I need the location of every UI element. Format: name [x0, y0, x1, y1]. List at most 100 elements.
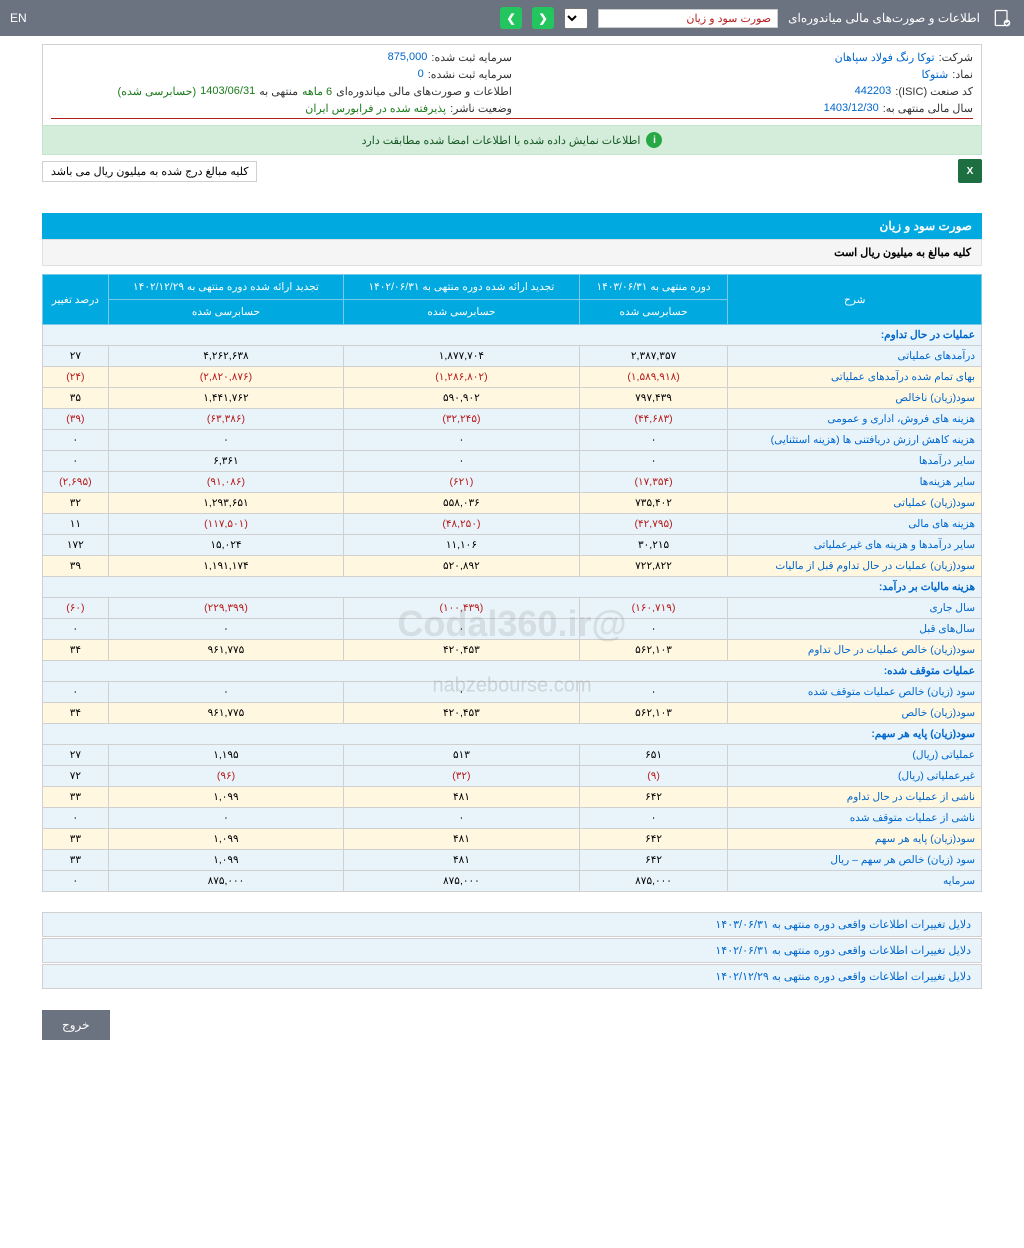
row-value: ۳۳ [43, 850, 109, 871]
row-value: ۷۹۷,۴۳۹ [579, 388, 728, 409]
row-value: ۴۸۱ [344, 829, 579, 850]
reason-row[interactable]: دلایل تغییرات اطلاعات واقعی دوره منتهی ب… [42, 938, 982, 963]
row-value: ۰ [43, 430, 109, 451]
signature-alert: i اطلاعات نمایش داده شده با اطلاعات امضا… [42, 125, 982, 155]
row-desc: هزینه کاهش ارزش دریافتنی ها (هزینه استثن… [728, 430, 982, 451]
row-value: ۶۴۲ [579, 787, 728, 808]
row-value: (۶۰) [43, 598, 109, 619]
row-value: (۴۸,۲۵۰) [344, 514, 579, 535]
row-value: ۳۵ [43, 388, 109, 409]
row-value: ۱,۱۹۱,۱۷۴ [108, 556, 343, 577]
report-type-label: اطلاعات و صورت‌های مالی میاندوره‌ای [336, 85, 512, 98]
row-value: ۶,۳۶۱ [108, 451, 343, 472]
row-desc: سال جاری [728, 598, 982, 619]
section-header-cell: سود(زیان) پایه هر سهم: [43, 724, 982, 745]
row-value: ۰ [43, 682, 109, 703]
row-value: (۳۲) [344, 766, 579, 787]
row-value: ۶۴۲ [579, 829, 728, 850]
company-label: شرکت: [939, 51, 973, 64]
row-desc: غیرعملیاتی (ریال) [728, 766, 982, 787]
row-value: ۴۸۱ [344, 787, 579, 808]
publisher-status: پذیرفته شده در فرابورس ایران [305, 102, 446, 115]
row-value: ۸۷۵,۰۰۰ [344, 871, 579, 892]
excel-export-icon[interactable]: X [958, 159, 982, 183]
period-end-label: منتهی به [259, 85, 298, 98]
period-select[interactable] [564, 8, 588, 29]
capital-reg-label: سرمایه ثبت شده: [431, 51, 512, 64]
row-value: (۲۴) [43, 367, 109, 388]
isic-label: کد صنعت (ISIC): [895, 85, 973, 98]
row-value: ۵۱۳ [344, 745, 579, 766]
capital-reg: 875,000 [388, 51, 428, 64]
row-value: (۲,۶۹۵) [43, 472, 109, 493]
report-period: 6 ماهه [302, 85, 332, 98]
capital-unreg-label: سرمایه ثبت نشده: [428, 68, 512, 81]
row-value: ۰ [108, 808, 343, 829]
col-desc: شرح [728, 275, 982, 325]
row-value: ۰ [43, 808, 109, 829]
row-value: ۶۴۲ [579, 850, 728, 871]
row-value: ۲۷ [43, 745, 109, 766]
row-value: ۳۳ [43, 787, 109, 808]
row-desc: سود(زیان) خالص [728, 703, 982, 724]
col-sub1: حسابرسی شده [579, 300, 728, 325]
row-value: ۵۶۲,۱۰۳ [579, 703, 728, 724]
row-value: ۱,۱۹۵ [108, 745, 343, 766]
row-value: (۲,۸۲۰,۸۷۶) [108, 367, 343, 388]
col-sub3: حسابرسی شده [108, 300, 343, 325]
row-desc: سود(زیان) پایه هر سهم [728, 829, 982, 850]
col-period1: دوره منتهی به ۱۴۰۳/۰۶/۳۱ [579, 275, 728, 300]
row-value: ۹۶۱,۷۷۵ [108, 703, 343, 724]
period-end-date: 1403/06/31 [200, 85, 255, 98]
row-value: (۶۳,۳۸۶) [108, 409, 343, 430]
row-value: ۰ [344, 682, 579, 703]
reason-row[interactable]: دلایل تغییرات اطلاعات واقعی دوره منتهی ب… [42, 964, 982, 989]
row-value: ۷۲ [43, 766, 109, 787]
nav-prev-button[interactable]: ❮ [532, 7, 554, 29]
row-value: (۱۶۰,۷۱۹) [579, 598, 728, 619]
row-value: ۰ [43, 451, 109, 472]
company-info-panel: شرکت: توکا رنگ فولاد سپاهان سرمایه ثبت ش… [42, 44, 982, 126]
row-value: ۰ [108, 682, 343, 703]
row-value: ۰ [43, 619, 109, 640]
row-value: ۱,۰۹۹ [108, 850, 343, 871]
row-value: (۱۷,۳۵۴) [579, 472, 728, 493]
row-value: (۳۹) [43, 409, 109, 430]
company-name[interactable]: توکا رنگ فولاد سپاهان [835, 51, 935, 64]
row-value: ۰ [579, 682, 728, 703]
row-value: ۰ [579, 619, 728, 640]
row-value: ۰ [43, 871, 109, 892]
report-dropdown[interactable]: صورت سود و زیان [598, 9, 778, 28]
row-value: ۰ [344, 808, 579, 829]
row-value: (۱,۲۸۶,۸۰۲) [344, 367, 579, 388]
info-icon: i [646, 132, 662, 148]
row-desc: سرمایه [728, 871, 982, 892]
audited-note: (حسابرسی شده) [118, 85, 197, 98]
exit-button[interactable]: خروج [42, 1010, 110, 1040]
row-desc: عملیاتی (ریال) [728, 745, 982, 766]
symbol[interactable]: شتوکا [921, 68, 948, 81]
col-period2: تجدید ارائه شده دوره منتهی به ۱۴۰۲/۰۶/۳۱ [344, 275, 579, 300]
section-header-cell: هزینه مالیات بر درآمد: [43, 577, 982, 598]
row-desc: هزینه های فروش، اداری و عمومی [728, 409, 982, 430]
row-value: ۵۲۰,۸۹۲ [344, 556, 579, 577]
row-value: ۷۳۵,۴۰۲ [579, 493, 728, 514]
row-value: (۴۲,۷۹۵) [579, 514, 728, 535]
row-value: ۰ [108, 430, 343, 451]
section-title: صورت سود و زیان [42, 213, 982, 239]
nav-next-button[interactable]: ❯ [500, 7, 522, 29]
row-desc: سایر درآمدها و هزینه های غیرعملیاتی [728, 535, 982, 556]
row-value: ۹۶۱,۷۷۵ [108, 640, 343, 661]
row-value: ۳۳ [43, 829, 109, 850]
topbar-title: اطلاعات و صورت‌های مالی میاندوره‌ای [788, 11, 980, 25]
row-value: (۴۴,۶۸۳) [579, 409, 728, 430]
lang-toggle[interactable]: EN [10, 11, 27, 25]
row-value: ۷۲۲,۸۲۲ [579, 556, 728, 577]
section-header-cell: عملیات متوقف شده: [43, 661, 982, 682]
income-statement-table: شرح دوره منتهی به ۱۴۰۳/۰۶/۳۱ تجدید ارائه… [42, 274, 982, 892]
reason-row[interactable]: دلایل تغییرات اطلاعات واقعی دوره منتهی ب… [42, 912, 982, 937]
row-desc: سایر درآمدها [728, 451, 982, 472]
row-value: ۴,۲۶۲,۶۳۸ [108, 346, 343, 367]
col-sub2: حسابرسی شده [344, 300, 579, 325]
row-desc: سود(زیان) عملیاتی [728, 493, 982, 514]
